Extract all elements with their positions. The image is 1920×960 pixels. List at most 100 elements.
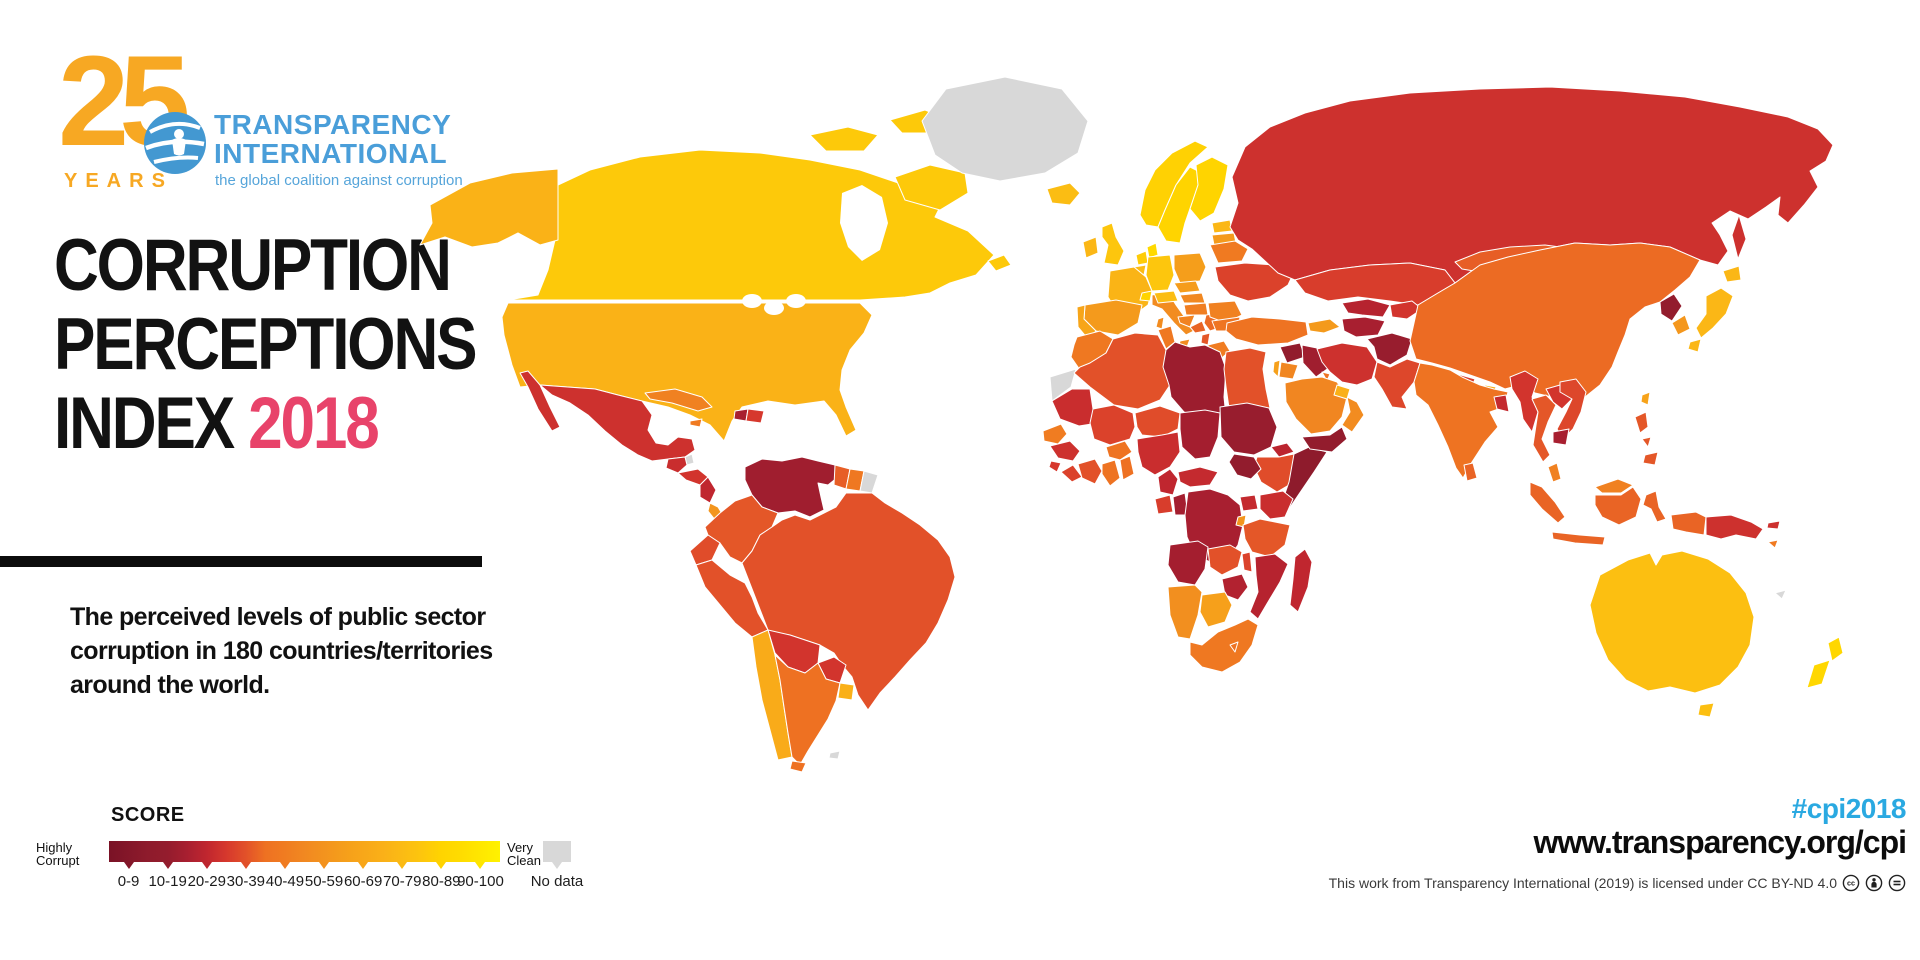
country-czechia: Czechia (1173, 280, 1201, 294)
country-united-kingdom: United Kingdom (1101, 222, 1125, 266)
country-yemen: Yemen (1301, 426, 1348, 453)
legend-tick (201, 862, 212, 869)
country-japan: Japan (1687, 338, 1702, 353)
water-body (786, 294, 806, 308)
country-angola: Angola (1167, 540, 1209, 586)
logo-tagline: the global coalition against corruption (215, 172, 463, 189)
country-lesotho: Lesotho (1229, 641, 1239, 653)
title-line2: PERCEPTIONS (54, 304, 478, 385)
title-line1: CORRUPTION (54, 225, 452, 306)
country-tanzania: Tanzania (1242, 518, 1291, 558)
country-c-te-d-ivoire: Côte d'Ivoire (1077, 458, 1103, 485)
country-greenland: Greenland (921, 76, 1089, 182)
country-malawi: Malawi (1241, 551, 1253, 573)
country-cambodia: Cambodia (1552, 428, 1570, 446)
country-poland: Poland (1173, 252, 1207, 284)
cc-icon: cc (1842, 874, 1860, 892)
country-china: China (1409, 242, 1701, 403)
legend-heading: SCORE (111, 804, 185, 826)
country-new-zealand: New Zealand (1806, 659, 1831, 689)
country-italy: Italy (1155, 316, 1165, 330)
country-libya: Libya (1162, 341, 1227, 420)
country-north-korea: North Korea (1659, 293, 1683, 322)
legend-tick (358, 862, 369, 869)
legend-bin-label: 70-79 (383, 873, 422, 890)
country-brazil: Brazil (741, 492, 956, 711)
country-taiwan: Taiwan (1640, 391, 1651, 406)
country-nicaragua: Nicaragua (699, 476, 717, 504)
legend-bin-label: 30-39 (226, 873, 266, 890)
legend-right-line1: Very (507, 840, 534, 855)
country-bangladesh: Bangladesh (1493, 394, 1510, 413)
water-body (764, 301, 784, 315)
country-niger: Niger (1134, 405, 1181, 438)
country-jamaica: Jamaica (689, 418, 703, 428)
country-bosnia-and-herzegovina: Bosnia and Herzegovina (1189, 320, 1207, 334)
country-french-guiana: French Guiana (859, 470, 879, 494)
legend-nodata-label: No data (530, 873, 584, 890)
subtitle: The perceived levels of public sector co… (70, 600, 493, 702)
country-indonesia: Indonesia (1594, 486, 1642, 526)
country-thailand: Thailand (1531, 394, 1557, 463)
water-overlays (742, 185, 888, 315)
country-philippines: Philippines (1634, 411, 1649, 434)
country-south-korea: South Korea (1671, 314, 1691, 336)
legend-tick (279, 862, 290, 869)
legend-left-line2: Corrupt (36, 853, 80, 868)
country-netherlands: Netherlands (1135, 250, 1149, 266)
legend-left-label: Highly Corrupt (36, 841, 79, 867)
country-egypt: Egypt (1223, 347, 1271, 411)
country-kenya: Kenya (1259, 490, 1294, 520)
country-ukraine: Ukraine (1214, 262, 1296, 302)
country-canada: Canada (987, 254, 1012, 272)
country-new-caledonia: New Caledonia (1774, 589, 1787, 600)
logo-org-line2: INTERNATIONAL (214, 138, 448, 169)
legend-bin-label: 40-49 (265, 873, 305, 890)
country-nigeria: Nigeria (1136, 431, 1181, 476)
country-ireland: Ireland (1082, 236, 1099, 259)
country-georgia: Georgia (1307, 318, 1341, 334)
country-slovakia: Slovakia (1179, 292, 1206, 304)
country-israel: Israel (1272, 359, 1281, 378)
legend-right-label: Very Clean (507, 841, 541, 867)
country-japan: Japan (1695, 287, 1734, 339)
country-benin: Benin (1119, 455, 1135, 481)
country-cuba: Cuba (644, 388, 713, 412)
country-falkland-islands: Falkland Islands (828, 750, 841, 760)
legend-tick (319, 862, 330, 869)
country-portugal: Portugal (1076, 304, 1097, 340)
site-url: www.transparency.org/cpi (1533, 824, 1907, 860)
legend-right-line2: Clean (507, 853, 541, 868)
country-botswana: Botswana (1199, 591, 1233, 628)
country-united-states: United States (501, 302, 873, 442)
legend-gradient-bar (109, 841, 500, 862)
country-united-states: United States (419, 168, 559, 248)
country-indonesia: Indonesia (1551, 531, 1606, 546)
legend-bin-label: 0-9 (117, 873, 140, 890)
country-eritrea: Eritrea (1270, 442, 1295, 458)
country-afghanistan: Afghanistan (1366, 332, 1413, 366)
country-japan: Japan (1722, 265, 1742, 283)
country-turkmenistan: Turkmenistan (1341, 316, 1386, 338)
legend-left-line1: Highly (36, 840, 73, 855)
country-western-sahara: Western Sahara (1049, 368, 1077, 402)
country-zambia: Zambia (1207, 544, 1243, 576)
subtitle-line3: around the world. (70, 671, 270, 699)
logo-org-line1: TRANSPARENCY (214, 109, 452, 140)
country-uganda: Uganda (1239, 494, 1259, 512)
country-papua-new-guinea: Papua New Guinea (1705, 514, 1764, 540)
logo-years-label: YEARS (64, 170, 173, 192)
subtitle-line1: The perceived levels of public sector (70, 603, 486, 631)
country-laos: Laos (1545, 384, 1573, 410)
legend-tick (162, 862, 173, 869)
legend-tick (436, 862, 447, 869)
legend-bin-label: 80-89 (422, 873, 461, 890)
country-argentina: Argentina (789, 760, 807, 773)
legend-tick (397, 862, 408, 869)
attribution-icon (1865, 874, 1883, 892)
country-turkey: Turkey (1225, 316, 1309, 346)
country-namibia: Namibia (1167, 584, 1203, 640)
country-indonesia: Indonesia (1670, 511, 1707, 536)
country-malaysia: Malaysia (1594, 478, 1634, 494)
country-argentina: Argentina (774, 654, 841, 766)
